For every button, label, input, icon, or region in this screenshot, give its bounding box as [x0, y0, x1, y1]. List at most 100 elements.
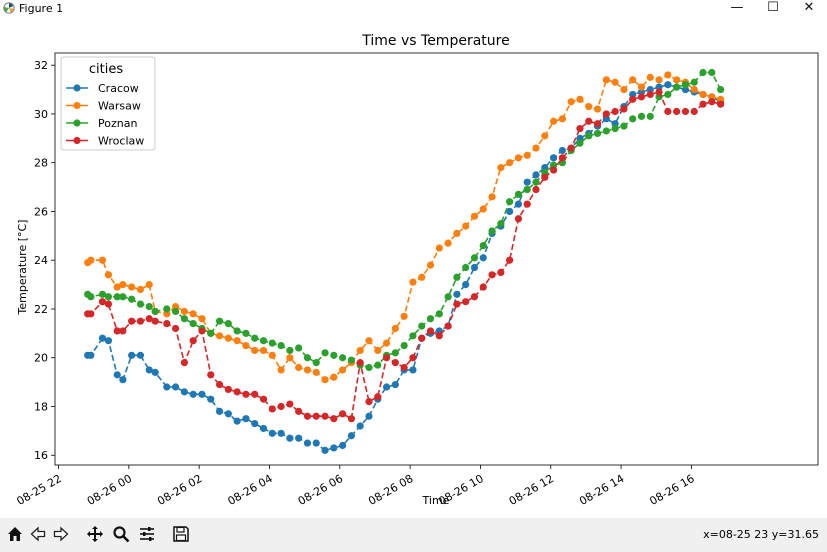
data-point	[321, 446, 329, 454]
data-point	[224, 385, 232, 394]
data-point	[224, 410, 232, 418]
data-point	[374, 361, 382, 369]
data-point	[172, 307, 180, 316]
data-point	[268, 405, 276, 413]
data-point	[426, 261, 435, 269]
data-point	[470, 212, 479, 220]
data-point	[145, 280, 153, 289]
data-point	[286, 346, 294, 355]
data-point	[98, 334, 107, 342]
data-point	[637, 112, 646, 120]
data-point	[699, 68, 707, 77]
data-point	[418, 273, 426, 281]
legend-marker	[73, 84, 81, 92]
data-point	[277, 341, 285, 350]
data-point	[497, 220, 505, 228]
data-point	[119, 376, 127, 384]
data-point	[312, 359, 320, 367]
data-point	[717, 100, 725, 108]
data-point	[233, 327, 241, 335]
data-point	[435, 310, 443, 318]
data-point	[128, 351, 136, 359]
line-chart: 16 18 20 22 24 26 28 30 32 08-25 22 08-26 00 08-26…	[15, 33, 819, 508]
data-point	[259, 337, 268, 345]
data-point	[391, 324, 399, 333]
data-point	[620, 105, 628, 113]
data-point	[549, 166, 558, 174]
data-point	[558, 146, 566, 155]
data-point	[268, 351, 276, 359]
maximize-button[interactable]: ☐	[767, 0, 779, 15]
data-point	[382, 383, 391, 391]
y-tick-label: 20	[34, 352, 48, 365]
data-point	[312, 368, 320, 376]
data-point	[426, 315, 435, 323]
data-point	[365, 337, 373, 345]
y-tick-label: 16	[34, 449, 48, 462]
legend: cities Cracow Warsaw Poznan Wroclaw	[60, 56, 156, 151]
home-icon[interactable]	[4, 523, 26, 545]
legend-label: Wroclaw	[98, 135, 144, 148]
forward-icon[interactable]	[50, 523, 72, 545]
configure-icon[interactable]	[136, 523, 158, 545]
series-poznan	[84, 68, 725, 372]
figure-canvas[interactable]: 16 18 20 22 24 26 28 30 32 08-25 22 08-26 00 08-26…	[0, 18, 827, 518]
data-point	[356, 346, 364, 355]
back-icon[interactable]	[27, 523, 49, 545]
data-point	[523, 185, 531, 194]
data-point	[312, 439, 320, 447]
data-point	[409, 278, 417, 286]
data-point	[391, 349, 399, 357]
zoom-icon[interactable]	[110, 523, 132, 545]
data-point	[708, 68, 716, 77]
data-point	[330, 351, 338, 359]
series-line	[87, 71, 722, 369]
data-point	[113, 283, 121, 291]
data-point	[189, 310, 197, 318]
data-point	[286, 400, 294, 408]
data-point	[104, 293, 113, 301]
data-point	[699, 100, 707, 108]
data-point	[295, 407, 303, 415]
close-button[interactable]: ✕	[803, 0, 815, 15]
pan-icon[interactable]	[84, 523, 106, 545]
minimize-button[interactable]: —	[730, 0, 744, 15]
data-point	[374, 393, 382, 401]
data-point	[470, 293, 479, 301]
window-titlebar: Figure 1 — ☐ ✕	[0, 0, 827, 18]
data-point	[479, 283, 487, 291]
data-point	[286, 354, 294, 362]
data-point	[409, 332, 417, 340]
save-icon[interactable]	[170, 523, 192, 545]
data-point	[532, 144, 540, 152]
data-point	[541, 132, 549, 140]
data-point	[409, 366, 417, 374]
data-point	[145, 366, 153, 374]
data-point	[374, 346, 382, 355]
data-point	[87, 293, 95, 301]
data-point	[523, 200, 531, 208]
data-point	[119, 327, 127, 335]
data-point	[113, 371, 121, 379]
data-point	[611, 78, 619, 86]
data-point	[479, 241, 487, 250]
series-cracow	[84, 81, 725, 454]
data-point	[673, 76, 681, 84]
data-point	[233, 337, 241, 345]
data-point	[119, 293, 127, 301]
window-title: Figure 1	[19, 2, 64, 15]
data-point	[637, 93, 646, 101]
legend-label: Warsaw	[98, 100, 141, 113]
data-point	[87, 256, 95, 264]
data-point	[128, 317, 136, 325]
data-point	[506, 159, 514, 167]
data-point	[259, 346, 268, 355]
data-point	[426, 327, 435, 335]
matplotlib-logo-icon	[3, 2, 15, 14]
data-point	[629, 76, 637, 84]
plot-frame	[54, 52, 819, 466]
data-point	[145, 302, 153, 311]
data-point	[268, 339, 276, 347]
x-tick-label: 08-26 16	[647, 472, 696, 508]
data-point	[330, 444, 338, 452]
